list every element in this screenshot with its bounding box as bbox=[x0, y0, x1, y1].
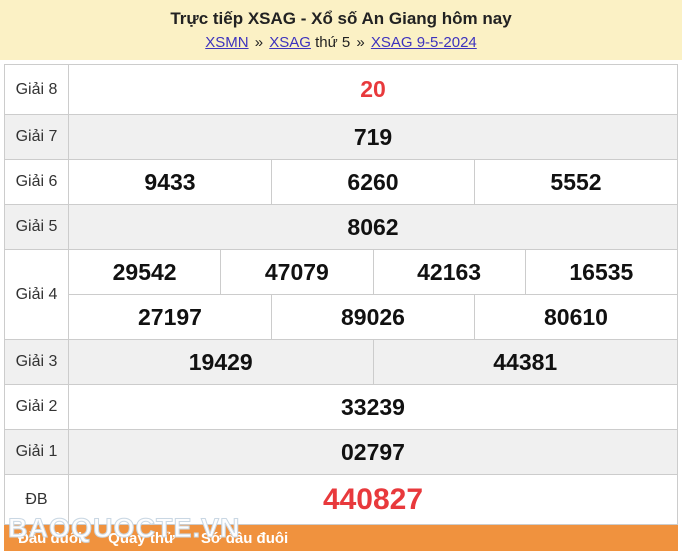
breadcrumb-weekday: thứ 5 bbox=[315, 34, 351, 51]
prize-row-g2: Giải 2 33239 bbox=[4, 384, 678, 430]
prize-label-g5: Giải 5 bbox=[4, 204, 69, 250]
breadcrumb-separator: » bbox=[356, 34, 365, 51]
prize-label-g7: Giải 7 bbox=[4, 114, 69, 160]
prize-number-g8: 20 bbox=[68, 64, 678, 115]
prize-label-g1: Giải 1 bbox=[4, 429, 69, 475]
prize-number-g6-2: 6260 bbox=[271, 159, 475, 205]
prize-label-g4: Giải 4 bbox=[4, 249, 69, 340]
breadcrumb: XSMN » XSAG thứ 5 » XSAG 9-5-2024 bbox=[0, 34, 682, 51]
prize-number-g2: 33239 bbox=[68, 384, 678, 430]
prize-number-g6-3: 5552 bbox=[474, 159, 678, 205]
prize-number-g4-3: 42163 bbox=[372, 249, 526, 295]
prize-row-g8: Giải 8 20 bbox=[4, 64, 678, 115]
prize-row-db: ĐB 440827 bbox=[4, 474, 678, 525]
prize-number-g4-4: 16535 bbox=[524, 249, 679, 295]
results-table: Giải 8 20 Giải 7 719 Giải 6 9433 6260 55… bbox=[4, 64, 679, 525]
breadcrumb-link-date[interactable]: XSAG 9-5-2024 bbox=[370, 34, 477, 51]
footer-nav-bar: Đầu đuôi Quay thử Sớ đầu đuôi bbox=[4, 525, 678, 551]
prize-row-g4-line2: 27197 89026 80610 bbox=[5, 294, 678, 340]
prize-number-g4-5: 27197 bbox=[68, 294, 272, 340]
prize-number-g7: 719 bbox=[68, 114, 678, 160]
prize-number-g3-2: 44381 bbox=[372, 339, 678, 385]
prize-row-g4-line1: Giải 4 29542 47079 42163 16535 bbox=[4, 249, 679, 340]
prize-number-g3-1: 19429 bbox=[68, 339, 374, 385]
page-header: Trực tiếp XSAG - Xổ số An Giang hôm nay … bbox=[0, 0, 682, 60]
breadcrumb-separator: » bbox=[254, 34, 264, 51]
footer-link-1[interactable]: Đầu đuôi bbox=[18, 529, 83, 547]
prize-row-g3: Giải 3 19429 44381 bbox=[4, 339, 678, 385]
prize-label-db: ĐB bbox=[4, 474, 69, 525]
prize-number-g5: 8062 bbox=[68, 204, 678, 250]
prize-row-g1: Giải 1 02797 bbox=[4, 429, 678, 475]
prize-number-db: 440827 bbox=[68, 474, 678, 525]
breadcrumb-link-xsmn[interactable]: XSMN bbox=[205, 34, 249, 51]
prize-number-g4-7: 80610 bbox=[474, 294, 678, 340]
prize-number-g4-1: 29542 bbox=[67, 249, 222, 295]
breadcrumb-link-xsag[interactable]: XSAG bbox=[269, 34, 311, 51]
prize-number-g1: 02797 bbox=[68, 429, 678, 475]
prize-row-g7: Giải 7 719 bbox=[4, 114, 678, 160]
prize-number-g4-2: 47079 bbox=[220, 249, 374, 295]
footer-link-3[interactable]: Sớ đầu đuôi bbox=[200, 529, 289, 547]
prize-label-g8: Giải 8 bbox=[4, 64, 69, 115]
page-title: Trực tiếp XSAG - Xổ số An Giang hôm nay bbox=[170, 9, 512, 28]
prize-number-g6-1: 9433 bbox=[68, 159, 272, 205]
footer-link-2[interactable]: Quay thử bbox=[108, 529, 175, 547]
prize-row-g6: Giải 6 9433 6260 5552 bbox=[4, 159, 678, 205]
prize-number-g4-6: 89026 bbox=[271, 294, 475, 340]
prize-row-g5: Giải 5 8062 bbox=[4, 204, 678, 250]
prize-label-g6: Giải 6 bbox=[4, 159, 69, 205]
prize-label-g3: Giải 3 bbox=[4, 339, 69, 385]
prize-label-g2: Giải 2 bbox=[4, 384, 69, 430]
